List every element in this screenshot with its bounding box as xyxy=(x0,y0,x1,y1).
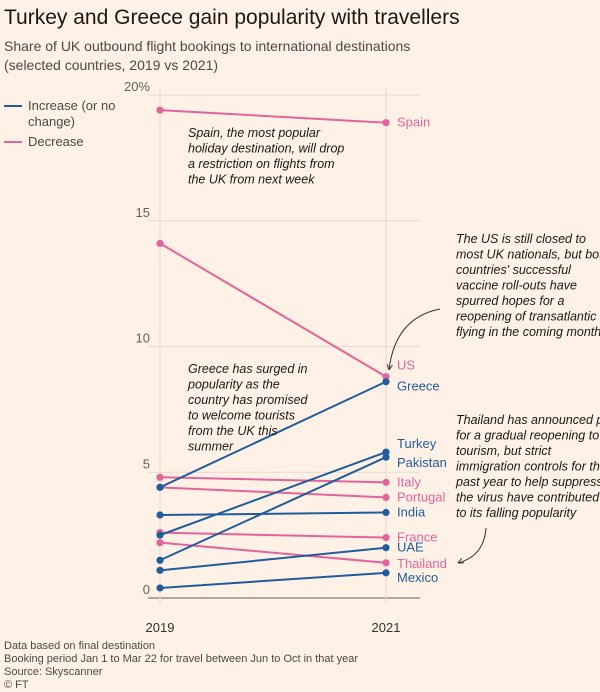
footnote-source: Source: Skyscanner xyxy=(4,666,103,678)
point-italy-2021 xyxy=(382,478,390,486)
point-mexico-2019 xyxy=(156,584,164,592)
point-india-2019 xyxy=(156,511,164,519)
point-spain-2019 xyxy=(156,106,164,114)
footnote-copyright: © FT xyxy=(4,679,29,691)
arrow-us-head xyxy=(386,364,393,371)
y-tick-label-0: 0 xyxy=(143,582,150,597)
point-uae-2021 xyxy=(382,544,390,552)
legend-label-increase: Increase (or no change) xyxy=(28,98,116,129)
series-label-portugal: Portugal xyxy=(397,489,446,504)
point-pakistan-2021 xyxy=(382,453,390,461)
series-line-uae xyxy=(159,546,387,572)
series-line-greece xyxy=(159,380,387,489)
annotation-thailand: Thailand has announced plansfor a gradua… xyxy=(455,413,600,520)
y-tick-label-5: 5 xyxy=(143,456,150,471)
series-label-mexico: Mexico xyxy=(397,570,438,585)
arrow-thailand xyxy=(457,527,487,564)
series-line-spain xyxy=(159,109,387,124)
series-line-us xyxy=(159,242,387,378)
y-tick-label-15: 15 xyxy=(136,205,150,220)
legend: Increase (or no change) Decrease xyxy=(4,98,118,150)
point-portugal-2021 xyxy=(382,493,390,501)
series-line-pakistan xyxy=(159,456,387,562)
series-line-mexico xyxy=(159,571,387,589)
footnotes: Data based on final destination Booking … xyxy=(4,640,358,692)
series-label-spain: Spain xyxy=(397,115,430,130)
annotation-spain: Spain, the most popular holiday destinati… xyxy=(188,126,344,187)
chart-subtitle: Share of UK outbound flight bookings to … xyxy=(4,38,411,73)
point-greece-2021 xyxy=(382,378,390,386)
series-label-thailand: Thailand xyxy=(397,556,447,571)
point-france-2021 xyxy=(382,534,390,542)
legend-swatch-increase xyxy=(4,105,22,107)
legend-item-decrease: Decrease xyxy=(4,134,118,150)
series-line-thailand xyxy=(159,541,387,564)
y-tick-label-20: 20% xyxy=(124,79,150,94)
point-spain-2021 xyxy=(382,119,390,127)
x-tick-label-2019: 2019 xyxy=(146,620,175,635)
series-line-portugal xyxy=(159,486,387,499)
point-turkey-2019 xyxy=(156,531,164,539)
point-greece-2019 xyxy=(156,483,164,491)
point-thailand-2021 xyxy=(382,559,390,567)
point-us-2021 xyxy=(382,373,390,381)
annotation-us: The US is still closed to most UK nationa… xyxy=(456,232,600,339)
series-line-turkey xyxy=(159,451,387,537)
footnote-data-basis: Data based on final destination xyxy=(4,640,156,652)
point-turkey-2021 xyxy=(382,448,390,456)
legend-label-decrease: Decrease xyxy=(28,134,84,149)
legend-swatch-decrease xyxy=(4,141,22,143)
series-label-greece: Greece xyxy=(397,379,440,394)
point-india-2021 xyxy=(382,508,390,517)
y-tick-label-10: 10 xyxy=(136,331,150,346)
point-pakistan-2019 xyxy=(156,556,164,564)
point-thailand-2019 xyxy=(156,539,164,547)
arrow-thailand-head xyxy=(457,557,465,564)
series-label-pakistan: Pakistan xyxy=(397,455,447,470)
series-line-italy xyxy=(159,476,387,484)
series-label-india: India xyxy=(397,504,426,519)
series-label-france: France xyxy=(397,530,437,545)
point-italy-2019 xyxy=(156,473,164,481)
x-tick-label-2021: 2021 xyxy=(372,620,401,635)
series-line-india xyxy=(159,511,387,517)
footnote-booking-period: Booking period Jan 1 to Mar 22 for trave… xyxy=(4,653,359,665)
point-us-2019 xyxy=(156,239,164,247)
annotation-greece: Greece has surged in popularity as the cou… xyxy=(187,362,309,454)
series-line-france xyxy=(159,531,387,539)
slope-chart: 0 5 10 15 20% 2019 2021 Spain US Greece Turkey Paki… xyxy=(124,79,600,635)
series-label-uae: UAE xyxy=(397,540,424,555)
arrow-us xyxy=(388,308,441,371)
point-uae-2019 xyxy=(156,566,164,574)
series-label-us: US xyxy=(397,358,415,373)
legend-item-increase: Increase (or no change) xyxy=(4,98,118,130)
series-label-italy: Italy xyxy=(397,474,421,489)
point-mexico-2021 xyxy=(382,569,390,577)
chart-title: Turkey and Greece gain popularity with t… xyxy=(4,6,460,29)
series-label-turkey: Turkey xyxy=(397,436,437,451)
